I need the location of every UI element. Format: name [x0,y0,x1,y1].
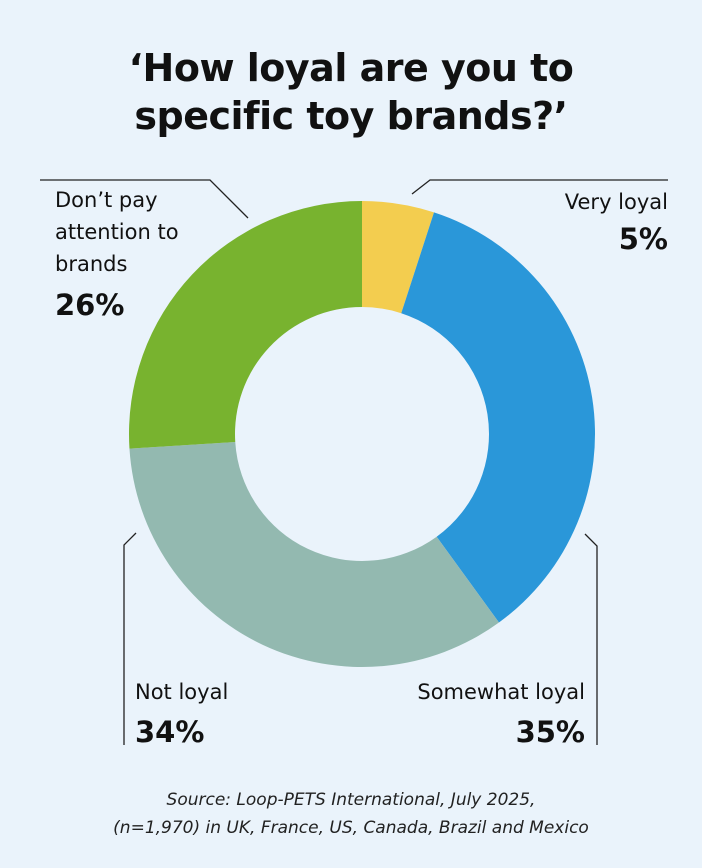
source-line: Source: Loop-PETS International, July 20… [166,790,536,810]
slice-value-label: 26% [55,288,125,322]
slice-label: Somewhat loyal [417,680,585,704]
slice-value-label: 5% [618,222,668,256]
leader-line [40,179,249,219]
donut-slice [129,441,499,667]
leader-line [584,533,598,745]
slice-label: Not loyal [135,680,229,704]
donut-slice [362,201,435,314]
title-line: specific toy brands?’ [134,94,568,138]
leader-line [411,179,668,195]
slice-label: Don’t pay attention to brands [55,188,179,276]
leader-line [123,532,137,745]
donut-slice [401,212,596,623]
source-line: (n=1,970) in UK, France, US, Canada, Bra… [113,818,589,838]
slice-value-label: 35% [515,715,585,749]
leader-lines [40,179,668,745]
donut-slice [129,201,362,449]
title-line: ‘How loyal are you to [128,46,574,90]
slice-label: Very loyal [564,190,668,214]
slice-value-label: 34% [135,715,205,749]
